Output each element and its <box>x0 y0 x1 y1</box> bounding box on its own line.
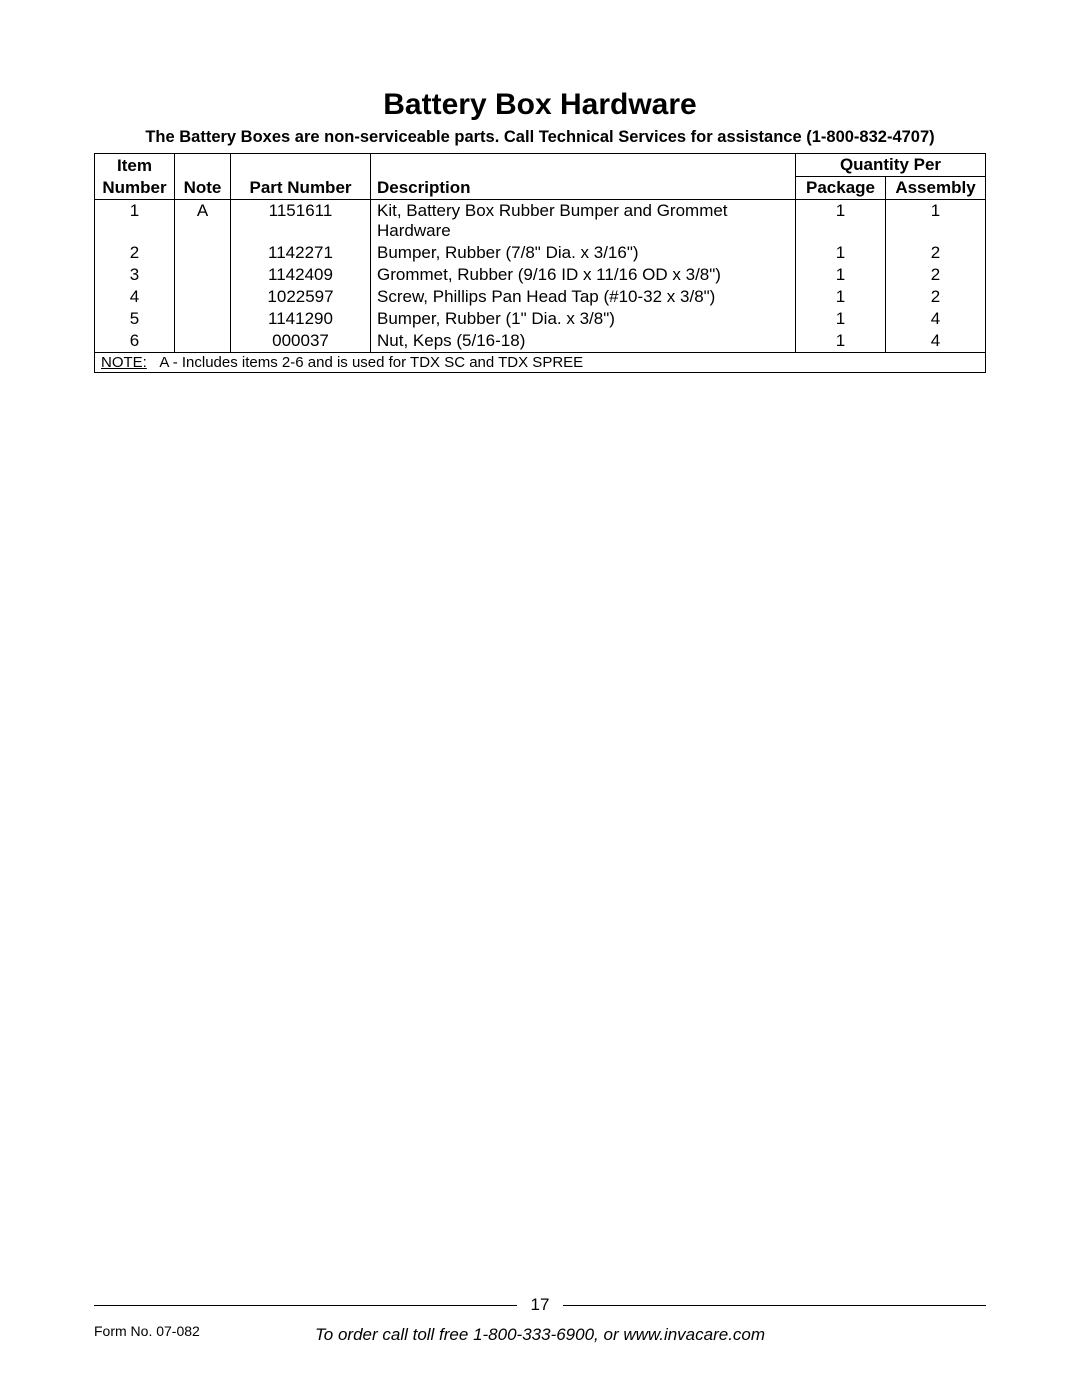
cell-description: Kit, Battery Box Rubber Bumper and Gromm… <box>371 200 796 243</box>
table-row: 4 1022597 Screw, Phillips Pan Head Tap (… <box>95 286 986 308</box>
cell-package: 1 <box>796 308 886 330</box>
table-note-label: NOTE: <box>101 354 147 371</box>
cell-note: A <box>175 200 231 243</box>
col-header-part-number: Part Number <box>231 177 371 200</box>
cell-note <box>175 308 231 330</box>
cell-description: Screw, Phillips Pan Head Tap (#10-32 x 3… <box>371 286 796 308</box>
cell-item: 3 <box>95 264 175 286</box>
cell-description: Bumper, Rubber (1" Dia. x 3/8") <box>371 308 796 330</box>
col-header-description: Description <box>371 177 796 200</box>
cell-item: 5 <box>95 308 175 330</box>
footer-rule-left <box>94 1305 517 1306</box>
cell-assembly: 4 <box>886 308 986 330</box>
cell-package: 1 <box>796 242 886 264</box>
cell-item: 6 <box>95 330 175 353</box>
cell-part-number: 1141290 <box>231 308 371 330</box>
page-subtitle: The Battery Boxes are non-serviceable pa… <box>94 128 986 147</box>
page-footer: 17 Form No. 07-082 To order call toll fr… <box>94 1295 986 1345</box>
cell-item: 4 <box>95 286 175 308</box>
cell-item: 1 <box>95 200 175 243</box>
cell-package: 1 <box>796 264 886 286</box>
table-note-text: A - Includes items 2-6 and is used for T… <box>159 354 583 371</box>
footer-rule-right <box>563 1305 986 1306</box>
cell-note <box>175 330 231 353</box>
cell-part-number: 1142271 <box>231 242 371 264</box>
cell-assembly: 2 <box>886 286 986 308</box>
cell-description: Grommet, Rubber (9/16 ID x 11/16 OD x 3/… <box>371 264 796 286</box>
table-row: 1 A 1151611 Kit, Battery Box Rubber Bump… <box>95 200 986 243</box>
col-header-item-top: Item <box>95 154 175 177</box>
page-title: Battery Box Hardware <box>94 88 986 122</box>
cell-assembly: 1 <box>886 200 986 243</box>
cell-description: Nut, Keps (5/16-18) <box>371 330 796 353</box>
col-header-item-number: Number <box>95 177 175 200</box>
table-note-cell: NOTE: A - Includes items 2-6 and is used… <box>95 353 986 373</box>
cell-description: Bumper, Rubber (7/8" Dia. x 3/16") <box>371 242 796 264</box>
table-row: 2 1142271 Bumper, Rubber (7/8" Dia. x 3/… <box>95 242 986 264</box>
cell-note <box>175 286 231 308</box>
table-row: 3 1142409 Grommet, Rubber (9/16 ID x 11/… <box>95 264 986 286</box>
parts-table: Item Quantity Per Number Note Part Numbe… <box>94 153 986 373</box>
cell-part-number: 000037 <box>231 330 371 353</box>
table-header: Item Quantity Per Number Note Part Numbe… <box>95 154 986 200</box>
footer-rule: 17 <box>94 1295 986 1315</box>
cell-item: 2 <box>95 242 175 264</box>
table-note-row: NOTE: A - Includes items 2-6 and is used… <box>95 353 986 373</box>
table-row: 6 000037 Nut, Keps (5/16-18) 1 4 <box>95 330 986 353</box>
table-row: 5 1141290 Bumper, Rubber (1" Dia. x 3/8"… <box>95 308 986 330</box>
col-header-package: Package <box>796 177 886 200</box>
cell-note <box>175 242 231 264</box>
cell-part-number: 1151611 <box>231 200 371 243</box>
col-header-note: Note <box>175 177 231 200</box>
col-header-qty-per: Quantity Per <box>796 154 986 177</box>
cell-part-number: 1022597 <box>231 286 371 308</box>
order-line: To order call toll free 1-800-333-6900, … <box>94 1325 986 1345</box>
cell-assembly: 2 <box>886 242 986 264</box>
table-body: 1 A 1151611 Kit, Battery Box Rubber Bump… <box>95 200 986 373</box>
cell-package: 1 <box>796 286 886 308</box>
col-header-desc-spacer <box>371 154 796 177</box>
col-header-assembly: Assembly <box>886 177 986 200</box>
cell-assembly: 4 <box>886 330 986 353</box>
col-header-note-spacer <box>175 154 231 177</box>
cell-package: 1 <box>796 200 886 243</box>
cell-assembly: 2 <box>886 264 986 286</box>
cell-part-number: 1142409 <box>231 264 371 286</box>
cell-package: 1 <box>796 330 886 353</box>
page: Battery Box Hardware The Battery Boxes a… <box>0 0 1080 373</box>
col-header-part-spacer <box>231 154 371 177</box>
cell-note <box>175 264 231 286</box>
page-number: 17 <box>531 1295 550 1315</box>
